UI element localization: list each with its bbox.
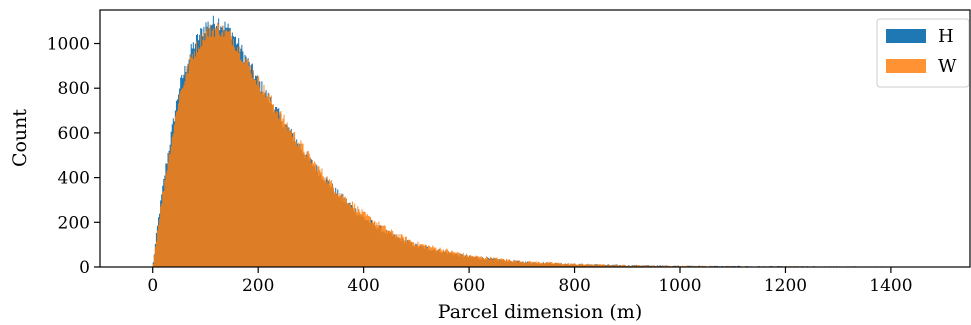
x-axis: 0 200 400 600 800 1000 1200 1400 — [147, 267, 913, 296]
x-tick-label: 0 — [147, 276, 158, 296]
legend-label-h: H — [938, 26, 954, 47]
legend: H W — [876, 18, 970, 88]
legend-label-w: W — [938, 56, 957, 77]
y-tick-label: 1000 — [47, 35, 90, 55]
y-tick-label: 200 — [58, 213, 90, 233]
y-tick-label: 0 — [79, 258, 90, 278]
x-tick-label: 1200 — [764, 276, 807, 296]
x-axis-label: Parcel dimension (m) — [438, 301, 642, 323]
x-tick-label: 1400 — [869, 276, 912, 296]
y-axis: 0 200 400 600 800 1000 — [47, 35, 100, 278]
x-tick-label: 800 — [558, 276, 590, 296]
axes-frame — [99, 9, 971, 268]
x-tick-label: 400 — [347, 276, 379, 296]
legend-swatch-h — [886, 29, 926, 43]
plot-area — [152, 15, 944, 267]
y-axis-label: Count — [9, 109, 31, 167]
x-tick-label: 600 — [453, 276, 485, 296]
y-tick-label: 800 — [58, 79, 90, 99]
y-tick-label: 400 — [58, 169, 90, 189]
legend-swatch-w — [886, 59, 926, 73]
series-w-bars — [152, 22, 944, 267]
x-tick-label: 1000 — [658, 276, 701, 296]
y-tick-label: 600 — [58, 124, 90, 144]
x-tick-label: 200 — [242, 276, 274, 296]
